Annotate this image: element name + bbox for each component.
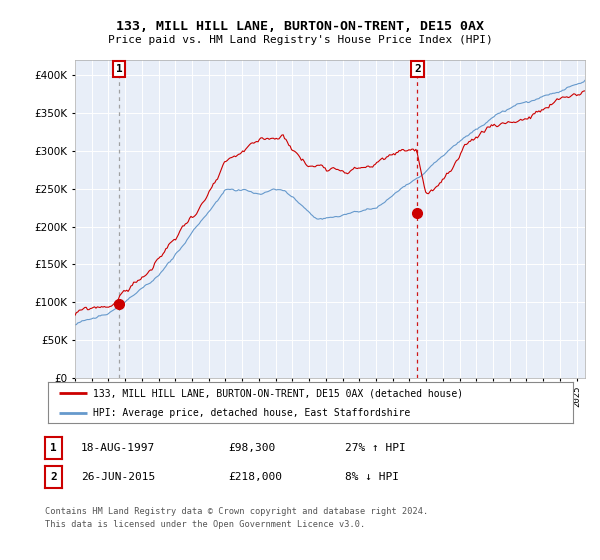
- Text: 2: 2: [414, 64, 421, 74]
- Text: 8% ↓ HPI: 8% ↓ HPI: [345, 472, 399, 482]
- Text: 18-AUG-1997: 18-AUG-1997: [81, 443, 155, 453]
- Text: £218,000: £218,000: [228, 472, 282, 482]
- Text: £98,300: £98,300: [228, 443, 275, 453]
- Text: HPI: Average price, detached house, East Staffordshire: HPI: Average price, detached house, East…: [92, 408, 410, 418]
- Text: Contains HM Land Registry data © Crown copyright and database right 2024.
This d: Contains HM Land Registry data © Crown c…: [45, 507, 428, 529]
- Text: 2: 2: [50, 472, 57, 482]
- Text: Price paid vs. HM Land Registry's House Price Index (HPI): Price paid vs. HM Land Registry's House …: [107, 35, 493, 45]
- Text: 26-JUN-2015: 26-JUN-2015: [81, 472, 155, 482]
- Text: 27% ↑ HPI: 27% ↑ HPI: [345, 443, 406, 453]
- Text: 1: 1: [116, 64, 122, 74]
- Text: 1: 1: [50, 443, 57, 453]
- Text: 133, MILL HILL LANE, BURTON-ON-TRENT, DE15 0AX (detached house): 133, MILL HILL LANE, BURTON-ON-TRENT, DE…: [92, 389, 463, 398]
- Text: 133, MILL HILL LANE, BURTON-ON-TRENT, DE15 0AX: 133, MILL HILL LANE, BURTON-ON-TRENT, DE…: [116, 20, 484, 32]
